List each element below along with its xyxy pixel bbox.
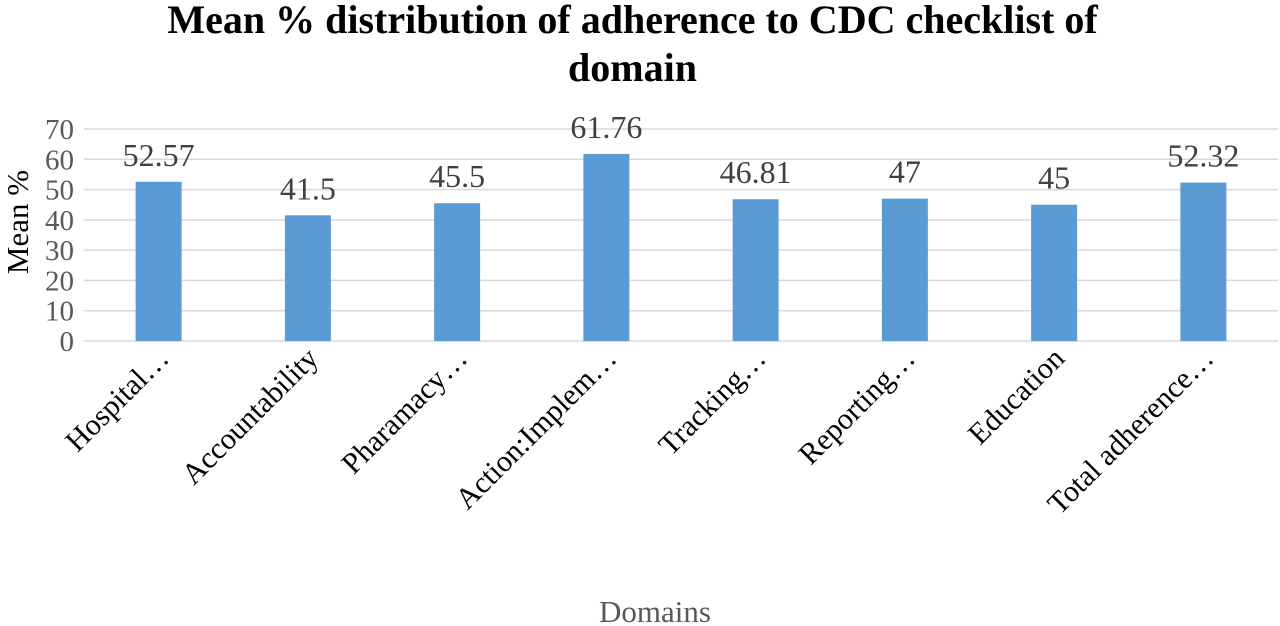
x-tick-label: Hospital… <box>59 342 175 458</box>
data-label: 47 <box>889 154 921 190</box>
data-label: 61.76 <box>570 109 642 145</box>
x-axis-ticks: Hospital… Accountability Pharamacy…Action:… <box>59 342 1220 521</box>
gridlines <box>84 128 1278 342</box>
y-tick-label: 30 <box>45 235 74 267</box>
bar <box>1031 204 1078 341</box>
y-axis-label: Mean % <box>0 170 35 274</box>
bar <box>135 181 182 341</box>
x-tick-label: Reporting… <box>792 342 921 471</box>
x-tick-label: Education <box>962 342 1071 451</box>
y-tick-label: 10 <box>45 296 74 328</box>
y-tick-label: 40 <box>45 205 74 237</box>
x-tick-label: Pharamacy… <box>335 342 474 481</box>
bar <box>881 198 928 341</box>
bar <box>1180 182 1227 341</box>
chart-title-line-1: Mean % distribution of adherence to CDC … <box>167 0 1098 42</box>
y-tick-label: 70 <box>45 114 74 146</box>
bar <box>583 153 630 341</box>
y-tick-label: 50 <box>45 175 74 207</box>
bars <box>135 153 1227 341</box>
data-label: 45.5 <box>429 158 485 194</box>
x-tick-label: Action:Implem… <box>449 342 623 516</box>
data-label: 41.5 <box>280 170 336 206</box>
data-label: 45 <box>1038 160 1070 196</box>
data-label: 52.57 <box>123 137 195 173</box>
chart-title: Mean % distribution of adherence to CDC … <box>0 0 1265 92</box>
x-axis-label: Domains <box>599 594 711 626</box>
y-tick-label: 60 <box>45 144 74 176</box>
x-tick-label: Accountability <box>175 342 324 491</box>
chart-title-line-2: domain <box>568 45 697 90</box>
x-tick-label: Tracking… <box>652 342 772 462</box>
data-label: 52.32 <box>1167 138 1239 174</box>
y-tick-label: 20 <box>45 265 74 297</box>
data-label: 46.81 <box>720 154 792 190</box>
bar <box>732 199 779 341</box>
y-tick-label: 0 <box>60 326 75 358</box>
bar <box>434 203 481 341</box>
data-labels: 52.57 41.5 45.5 61.76 46.81 47 45 52.32 <box>123 109 1240 206</box>
x-tick-label: Total adherence… <box>1041 342 1220 521</box>
bar <box>284 215 331 341</box>
